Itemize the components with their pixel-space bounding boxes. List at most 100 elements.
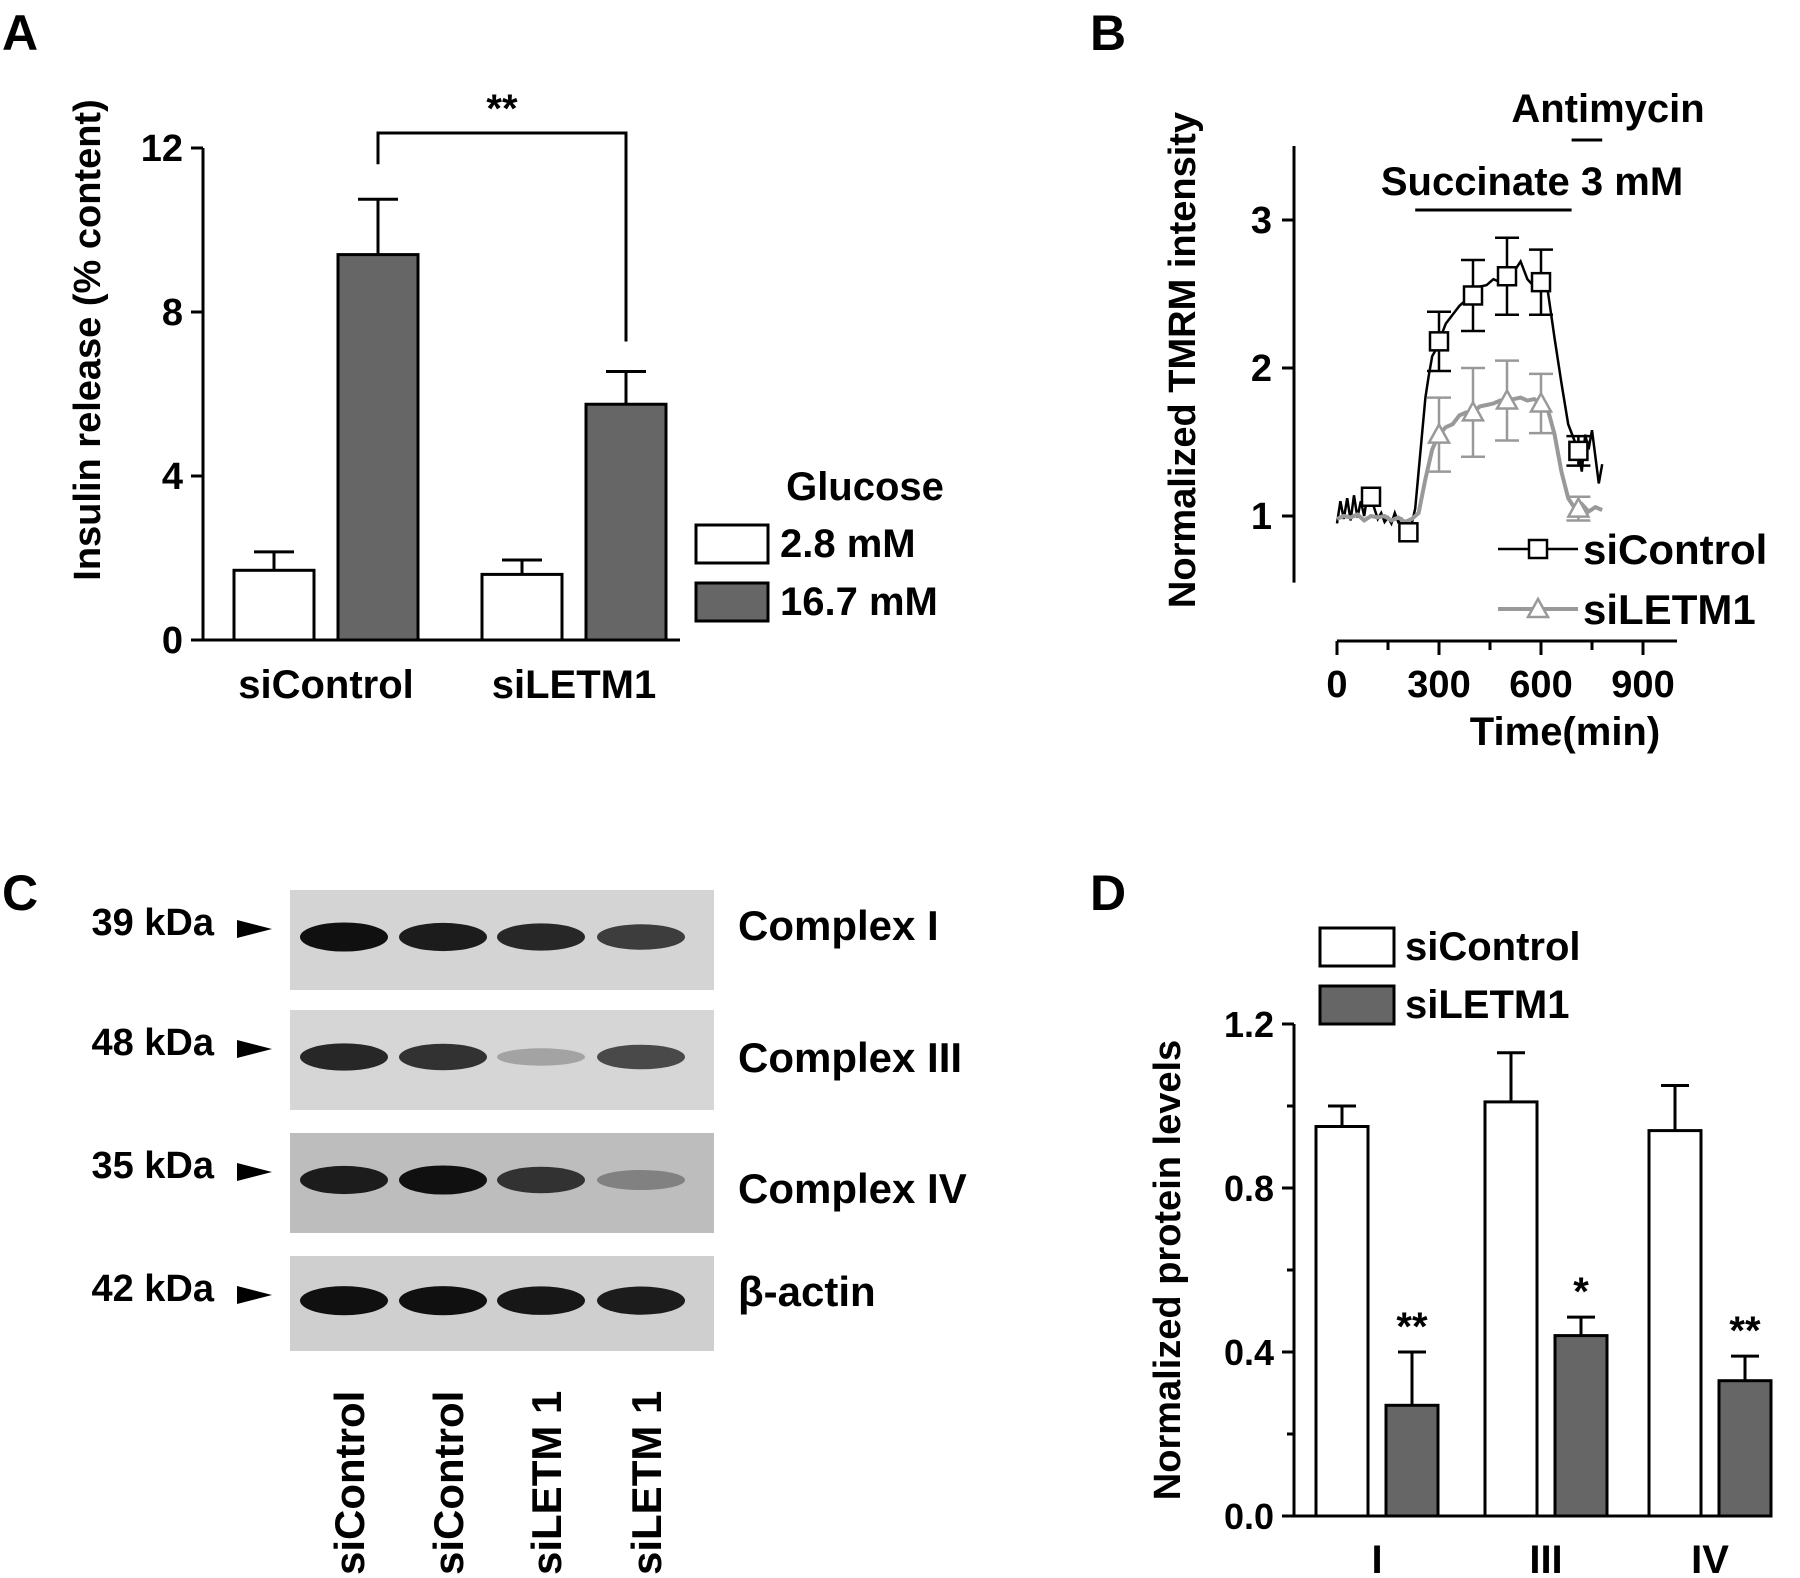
panel-c-band <box>399 922 487 952</box>
panel-c-kda-label: 39 kDa <box>91 902 214 944</box>
panel-c-band <box>399 1286 487 1316</box>
panel-b-legend-label: siControl <box>1583 526 1767 573</box>
panel-a-legend-label: 2.8 mM <box>780 522 916 566</box>
panel-a-significance-bracket <box>376 131 628 342</box>
panel-c-blots: 39 kDa Complex I 48 kDa Complex III 35 kDa Co… <box>91 890 967 1351</box>
panel-a-significance-stars: ** <box>486 87 518 131</box>
panel-b-marker-triangle <box>1566 496 1591 518</box>
panel-c: C 39 kDa Complex I 48 kDa Complex III 35 kDa… <box>2 865 967 1575</box>
panel-a-y-tick-label: 8 <box>162 292 183 334</box>
panel-d-y-tick-label: 1.2 <box>1224 1004 1274 1045</box>
panel-c-protein-label: β-actin <box>738 1268 876 1315</box>
panel-c-arrow-icon <box>237 1040 272 1058</box>
panel-c-band <box>497 1286 585 1315</box>
panel-d-legend-label: siControl <box>1405 925 1581 969</box>
panel-b-marker-square <box>1360 486 1382 508</box>
panel-b-x-tick-label: 900 <box>1611 664 1674 706</box>
panel-d-x-label: IV <box>1691 1538 1729 1578</box>
panel-d-x-label: I <box>1371 1538 1382 1578</box>
panel-d-significance: ** <box>1729 1309 1761 1353</box>
panel-d-legend-label: siLETM1 <box>1405 983 1569 1027</box>
panel-a-y-tick-label: 4 <box>162 456 183 498</box>
panel-d-bar-1-1 <box>1553 1334 1609 1518</box>
panel-b-x-tick-label: 600 <box>1509 664 1572 706</box>
panel-c-band <box>399 1043 487 1071</box>
panel-c-lane-label: siLETM 1 <box>623 1391 670 1575</box>
panel-d-bars: ***** <box>1314 1051 1773 1518</box>
panel-d-bar-0-1 <box>1384 1403 1440 1518</box>
panel-b-letter: B <box>1090 5 1126 61</box>
panel-c-protein-label: Complex III <box>738 1034 962 1081</box>
panel-b-succinate-label: Succinate 3 mM <box>1381 160 1683 204</box>
panel-a-y-axis-label: Insulin release (% content) <box>67 99 109 580</box>
panel-a-bar-1-1 <box>584 402 668 642</box>
panel-c-protein-label: Complex I <box>738 902 939 949</box>
panel-b-y-tick-label: 2 <box>1251 348 1272 390</box>
panel-b-marker-square <box>1568 440 1589 462</box>
panel-b-marker-triangle <box>1426 422 1452 444</box>
panel-c-lane-label: siControl <box>326 1391 373 1575</box>
panel-b-marker-square <box>1530 271 1552 293</box>
panel-c-band <box>597 1169 685 1191</box>
panel-b-markers <box>1360 236 1591 543</box>
panel-d-legend: siControl siLETM1 <box>1318 925 1581 1027</box>
panel-c-band <box>597 1286 685 1315</box>
panel-b-marker-square <box>1496 265 1518 287</box>
panel-b-legend-marker <box>1525 596 1551 619</box>
panel-c-kda-label: 42 kDa <box>91 1268 214 1310</box>
panel-b-marker-triangle <box>1528 390 1554 413</box>
panel-b-legend-label: siLETM1 <box>1583 586 1756 633</box>
panel-c-band <box>497 1166 585 1194</box>
panel-c-band <box>300 1165 388 1195</box>
panel-b-y-tick-label: 3 <box>1251 200 1272 242</box>
panel-a-x-label: siControl <box>238 663 414 707</box>
panel-b-marker-triangle <box>1460 399 1486 422</box>
panel-b-x-axis-label: Time(min) <box>1470 710 1660 754</box>
panel-b-antimycin-label: Antimycin <box>1511 87 1704 131</box>
panel-b-marker-square <box>1462 285 1484 306</box>
panel-b-y-tick-label: 1 <box>1251 496 1272 538</box>
panel-c-band <box>497 1048 585 1066</box>
panel-c-band <box>497 923 585 951</box>
panel-c-kda-label: 48 kDa <box>91 1022 214 1064</box>
panel-b-legend-marker <box>1527 538 1549 560</box>
panel-c-lane-labels: siControl siControl siLETM 1 siLETM 1 <box>326 1391 670 1575</box>
panel-c-kda-label: 35 kDa <box>91 1145 214 1187</box>
panel-b-treatment-bars <box>1415 138 1603 212</box>
panel-b-legend: siControl siLETM1 <box>1498 526 1767 633</box>
panel-c-arrow-icon <box>237 1163 272 1181</box>
panel-c-protein-label: Complex IV <box>738 1165 967 1212</box>
panel-a-x-labels: siControl siLETM1 <box>238 663 656 707</box>
panel-c-band <box>300 1043 388 1071</box>
panel-a-bar-1-0 <box>480 572 564 642</box>
panel-d-significance: * <box>1573 1270 1589 1314</box>
panel-d-x-label: III <box>1529 1538 1562 1578</box>
panel-c-arrow-icon <box>237 1286 272 1304</box>
panel-a: A Insulin release (% content) 0 4 8 12 siCo… <box>2 5 944 707</box>
panel-d-bar-2-0 <box>1647 1129 1703 1518</box>
panel-b-y-axis-label: Normalized TMRM intensity <box>1162 112 1204 608</box>
panel-c-arrow-icon <box>237 920 272 938</box>
panel-d-bar-1-0 <box>1483 1100 1539 1518</box>
panel-b: B Normalized TMRM intensity 1 2 3 0 300 600 90… <box>1090 5 1767 754</box>
panel-d-y-axis-label: Normalized protein levels <box>1147 1040 1189 1500</box>
panel-a-bar-0-1 <box>336 253 420 642</box>
panel-c-band <box>597 924 685 950</box>
panel-d: D Normalized protein levels 0.0 0.4 0.8 1.2… <box>1090 865 1773 1578</box>
panel-c-lane-label: siControl <box>425 1391 472 1575</box>
panel-a-bar-0-0 <box>232 568 316 642</box>
panel-a-y-tick-label: 12 <box>141 128 183 170</box>
panel-a-legend-title: Glucose <box>786 465 944 509</box>
panel-d-bar-0-0 <box>1314 1125 1370 1518</box>
panel-c-band <box>300 922 388 952</box>
panel-a-letter: A <box>2 5 38 61</box>
panel-a-y-tick-label: 0 <box>162 620 183 662</box>
panel-a-bars <box>232 197 668 642</box>
panel-b-axes: 1 2 3 0 300 600 900 <box>1251 146 1677 706</box>
panel-d-legend-swatch <box>1318 926 1396 968</box>
panel-a-legend-label: 16.7 mM <box>780 580 938 624</box>
panel-b-marker-square <box>1398 522 1419 543</box>
panel-b-x-tick-label: 300 <box>1407 664 1470 706</box>
panel-c-lane-label: siLETM 1 <box>523 1391 570 1575</box>
